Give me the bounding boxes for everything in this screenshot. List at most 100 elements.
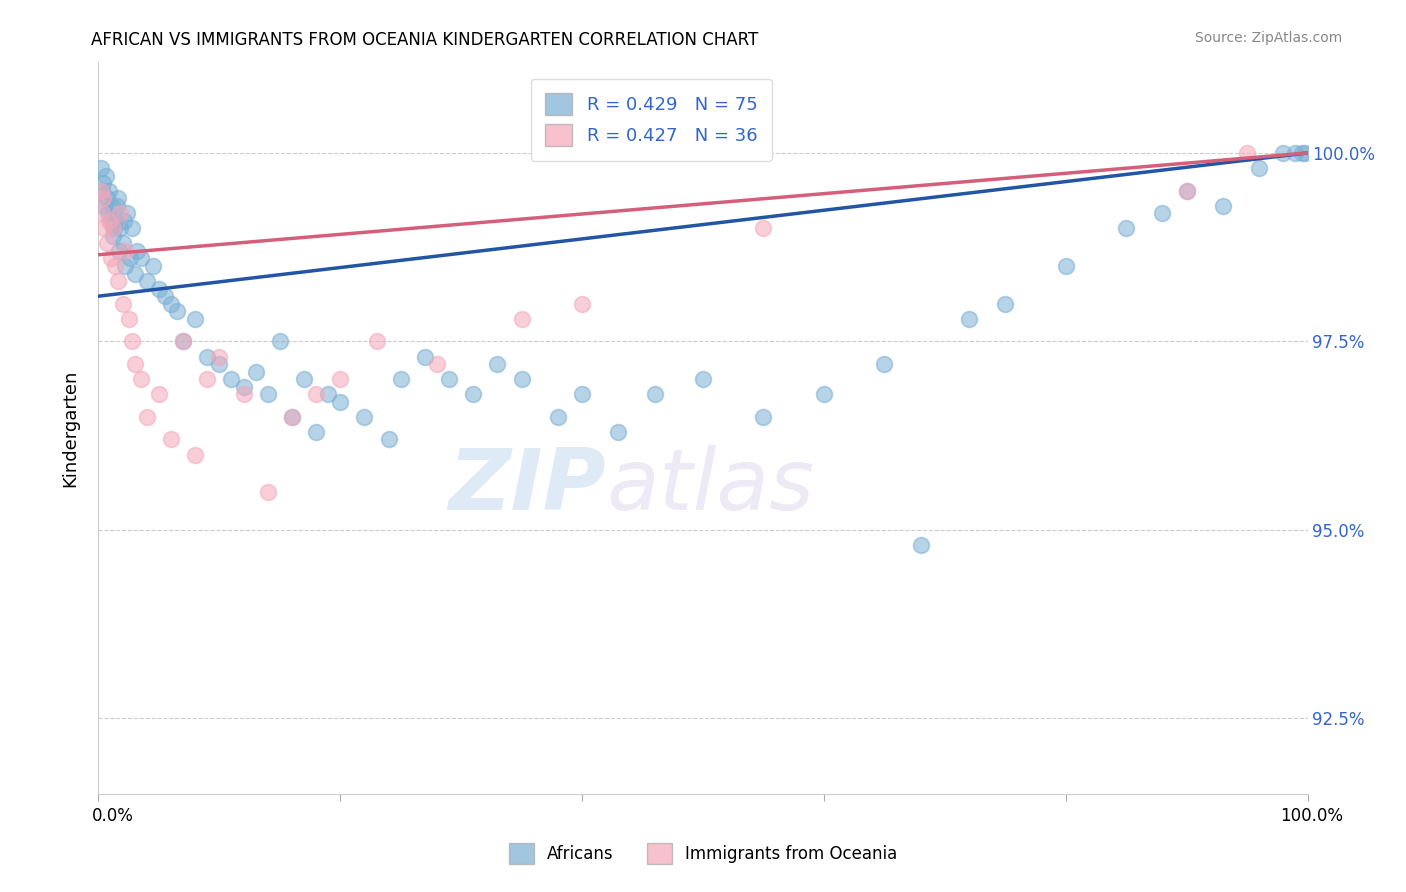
Legend: R = 0.429   N = 75, R = 0.427   N = 36: R = 0.429 N = 75, R = 0.427 N = 36 (530, 78, 772, 161)
Point (1291, 145, 1313, 160)
Point (463, 387, 485, 401)
Point (153, 289, 176, 303)
Point (1115, 221, 1137, 235)
Point (571, 387, 593, 401)
Point (1294, 145, 1316, 160)
Point (129, 252, 152, 266)
Point (1284, 145, 1306, 160)
Point (547, 409, 569, 424)
Point (93, 199, 115, 213)
Text: ZIP: ZIP (449, 445, 606, 528)
Point (195, 350, 218, 364)
Point (994, 297, 1017, 311)
Point (96, 191, 118, 205)
Point (1152, 206, 1174, 220)
Point (118, 311, 141, 326)
Point (107, 191, 129, 205)
Point (124, 357, 146, 371)
Point (1212, 199, 1234, 213)
Point (160, 433, 183, 447)
Point (135, 409, 157, 424)
Point (269, 334, 291, 349)
Point (329, 394, 352, 409)
Point (910, 538, 932, 552)
Point (101, 221, 124, 235)
Point (221, 372, 243, 386)
Point (281, 409, 304, 424)
Point (1175, 184, 1198, 198)
Point (437, 372, 460, 386)
Point (111, 297, 134, 311)
Point (105, 199, 128, 213)
Point (104, 214, 127, 228)
Text: AFRICAN VS IMMIGRANTS FROM OCEANIA KINDERGARTEN CORRELATION CHART: AFRICAN VS IMMIGRANTS FROM OCEANIA KINDE… (91, 31, 759, 49)
Point (1249, 161, 1271, 175)
Point (752, 221, 775, 235)
Point (98, 184, 121, 198)
Point (305, 387, 328, 401)
Point (486, 357, 509, 371)
Point (644, 387, 666, 401)
Point (413, 350, 436, 364)
Point (104, 259, 127, 273)
Point (692, 372, 714, 386)
Point (121, 221, 143, 235)
Point (166, 304, 188, 318)
Point (91, 206, 114, 220)
Point (172, 334, 194, 349)
Point (90, 161, 112, 175)
Point (121, 334, 143, 349)
Point (813, 387, 835, 401)
Point (510, 311, 533, 326)
Point (195, 372, 218, 386)
Point (353, 409, 375, 424)
Point (1175, 184, 1198, 198)
Point (873, 357, 896, 371)
Point (232, 380, 254, 394)
Text: Source: ZipAtlas.com: Source: ZipAtlas.com (1195, 31, 1343, 45)
Point (329, 372, 352, 386)
Point (91, 191, 114, 205)
Point (305, 425, 328, 439)
Point (98, 214, 121, 228)
Point (426, 357, 449, 371)
Point (245, 365, 267, 379)
Point (100, 252, 122, 266)
Point (366, 334, 388, 349)
Point (752, 409, 775, 424)
Point (108, 206, 131, 220)
Text: 0.0%: 0.0% (91, 807, 134, 825)
Point (114, 244, 136, 258)
Point (103, 221, 125, 235)
Point (510, 372, 533, 386)
Point (957, 311, 980, 326)
Point (316, 387, 339, 401)
Point (114, 259, 136, 273)
Point (101, 228, 124, 243)
Point (256, 387, 278, 401)
Point (100, 214, 122, 228)
Point (208, 350, 231, 364)
Point (571, 297, 593, 311)
Point (94, 169, 117, 183)
Point (108, 244, 131, 258)
Point (160, 297, 183, 311)
Point (112, 214, 135, 228)
Point (1272, 145, 1295, 160)
Point (142, 259, 165, 273)
Point (148, 282, 170, 296)
Point (118, 252, 141, 266)
Point (256, 485, 278, 500)
Point (135, 274, 157, 288)
Point (100, 199, 122, 213)
Text: 100.0%: 100.0% (1279, 807, 1343, 825)
Point (97, 206, 120, 220)
Y-axis label: Kindergarten: Kindergarten (62, 369, 80, 487)
Point (93, 221, 115, 235)
Point (91, 184, 114, 198)
Legend: Africans, Immigrants from Oceania: Africans, Immigrants from Oceania (502, 837, 904, 871)
Point (292, 372, 315, 386)
Point (1054, 259, 1077, 273)
Point (108, 221, 131, 235)
Point (117, 206, 139, 220)
